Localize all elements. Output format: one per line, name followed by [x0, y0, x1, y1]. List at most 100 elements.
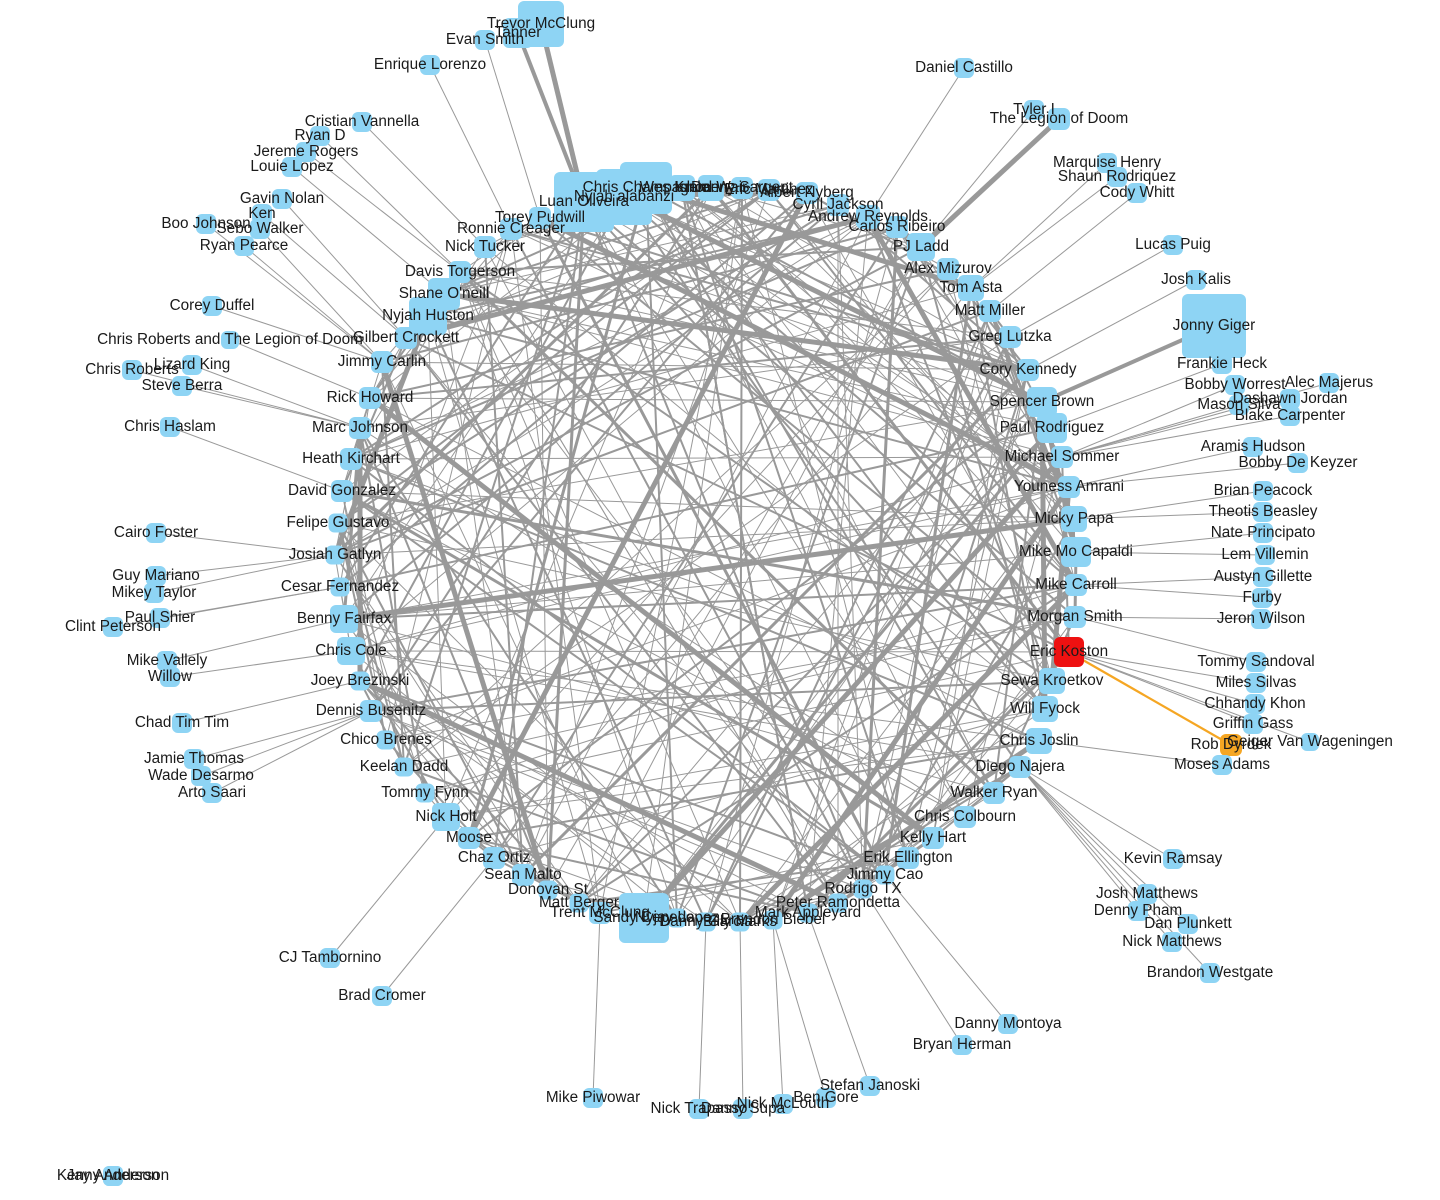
svg-text:Chris Cole: Chris Cole [315, 642, 386, 659]
svg-text:Danny Montoya: Danny Montoya [954, 1015, 1062, 1032]
svg-text:Frankie Heck: Frankie Heck [1177, 355, 1267, 372]
svg-text:Guy Mariano: Guy Mariano [112, 567, 200, 584]
svg-text:Dan Plunkett: Dan Plunkett [1144, 915, 1232, 932]
svg-text:Cairo Foster: Cairo Foster [114, 524, 198, 541]
svg-text:Jay Anderson: Jay Anderson [67, 1167, 160, 1184]
svg-text:Sebo Walker: Sebo Walker [216, 220, 303, 237]
svg-text:Benny Fairfax: Benny Fairfax [297, 610, 392, 627]
svg-text:Torey Pudwill: Torey Pudwill [495, 209, 585, 226]
svg-text:Carlos Ribeiro: Carlos Ribeiro [849, 218, 946, 235]
svg-text:Nick Tucker: Nick Tucker [445, 238, 525, 255]
svg-text:Cory Kennedy: Cory Kennedy [980, 361, 1077, 378]
svg-text:Josiah Gatlyn: Josiah Gatlyn [289, 546, 382, 563]
svg-text:Chhandy Khon: Chhandy Khon [1204, 695, 1305, 712]
svg-text:Micky Papa: Micky Papa [1034, 510, 1114, 527]
svg-text:Matt Miller: Matt Miller [955, 302, 1026, 319]
svg-text:Stefan Janoski: Stefan Janoski [820, 1077, 920, 1094]
svg-text:Alec Majerus: Alec Majerus [1285, 374, 1374, 391]
svg-text:Aramis Hudson: Aramis Hudson [1201, 438, 1306, 455]
svg-text:The Legion of Doom: The Legion of Doom [990, 110, 1129, 127]
svg-text:Willow: Willow [148, 668, 193, 685]
svg-text:Rick Howard: Rick Howard [327, 389, 414, 406]
svg-text:Davis Torgerson: Davis Torgerson [405, 263, 515, 280]
svg-text:Lizard King: Lizard King [154, 356, 231, 373]
svg-text:Youness Amrani: Youness Amrani [1014, 478, 1124, 495]
svg-text:Alex Mizurov: Alex Mizurov [904, 260, 992, 277]
svg-text:Daniel Castillo: Daniel Castillo [915, 59, 1013, 76]
svg-text:Lucas Puig: Lucas Puig [1135, 236, 1211, 253]
svg-text:Miles Silvas: Miles Silvas [1216, 674, 1297, 691]
svg-text:Chico Brenes: Chico Brenes [340, 731, 432, 748]
svg-text:Geiger Van Wageningen: Geiger Van Wageningen [1227, 733, 1393, 750]
svg-text:Spencer Brown: Spencer Brown [990, 393, 1095, 410]
svg-text:Cody Whitt: Cody Whitt [1100, 184, 1176, 201]
svg-text:Shane O'neill: Shane O'neill [399, 285, 490, 302]
svg-text:Felipe Gustavo: Felipe Gustavo [287, 514, 390, 531]
svg-text:PJ Ladd: PJ Ladd [893, 238, 949, 255]
svg-text:Clint Peterson: Clint Peterson [65, 618, 161, 635]
svg-text:Mike Piwowar: Mike Piwowar [546, 1089, 640, 1106]
svg-text:Dennis Busenitz: Dennis Busenitz [316, 702, 427, 719]
svg-text:Kevin Ramsay: Kevin Ramsay [1124, 850, 1223, 867]
svg-text:Diego Najera: Diego Najera [975, 758, 1065, 775]
svg-text:Paul Rodriguez: Paul Rodriguez [1000, 419, 1105, 436]
svg-text:Sean Malto: Sean Malto [484, 866, 561, 883]
svg-text:Jeron Wilson: Jeron Wilson [1217, 610, 1305, 627]
svg-text:Evan Smith: Evan Smith [446, 31, 524, 48]
svg-text:Bobby De Keyzer: Bobby De Keyzer [1238, 454, 1357, 471]
svg-text:Wade Desarmo: Wade Desarmo [148, 767, 254, 784]
svg-text:Chris Joslin: Chris Joslin [999, 732, 1078, 749]
svg-text:Bryan Herman: Bryan Herman [913, 1036, 1012, 1053]
svg-text:Will Fyock: Will Fyock [1010, 700, 1080, 717]
svg-text:Louie Lopez: Louie Lopez [250, 158, 333, 175]
svg-text:Tom Asta: Tom Asta [940, 279, 1003, 296]
svg-text:Jonny Giger: Jonny Giger [1173, 317, 1255, 334]
svg-text:David Gonzalez: David Gonzalez [288, 482, 396, 499]
svg-text:Nick Matthews: Nick Matthews [1122, 933, 1222, 950]
svg-text:Greg Lutzka: Greg Lutzka [968, 328, 1052, 345]
svg-text:Josh Kalis: Josh Kalis [1161, 271, 1231, 288]
svg-text:Nate Principato: Nate Principato [1211, 524, 1316, 541]
svg-text:Steve Berra: Steve Berra [142, 377, 223, 394]
svg-text:Nick Holt: Nick Holt [415, 808, 477, 825]
svg-text:Moses Adams: Moses Adams [1174, 756, 1270, 773]
svg-text:Chris Roberts and The Legion o: Chris Roberts and The Legion of Doom [97, 331, 363, 348]
svg-text:Keelan Dadd: Keelan Dadd [360, 758, 448, 775]
svg-text:Chad Tim Tim: Chad Tim Tim [135, 714, 229, 731]
svg-text:Chaz Ortiz: Chaz Ortiz [458, 849, 530, 866]
svg-text:Sewa Kroetkov: Sewa Kroetkov [1001, 672, 1104, 689]
svg-text:Mason Silva: Mason Silva [1197, 396, 1281, 413]
svg-text:Mike Mo Capaldi: Mike Mo Capaldi [1019, 543, 1133, 560]
svg-text:Josh Matthews: Josh Matthews [1096, 885, 1198, 902]
svg-text:Jimmy Carlin: Jimmy Carlin [338, 353, 426, 370]
svg-text:Morgan Smith: Morgan Smith [1027, 608, 1122, 625]
svg-text:Marc Johnson: Marc Johnson [312, 419, 408, 436]
svg-text:Joey Brezinski: Joey Brezinski [311, 672, 410, 689]
svg-text:Michael Sommer: Michael Sommer [1005, 448, 1120, 465]
svg-text:Bobby Worrest: Bobby Worrest [1185, 376, 1287, 393]
svg-text:Eric Koston: Eric Koston [1030, 643, 1108, 660]
svg-text:Chris Colbourn: Chris Colbourn [914, 808, 1016, 825]
svg-text:Kelly Hart: Kelly Hart [900, 829, 967, 846]
svg-text:Nyjah Huston: Nyjah Huston [382, 307, 474, 324]
svg-text:Brian Peacock: Brian Peacock [1214, 482, 1313, 499]
svg-text:Arto Saari: Arto Saari [178, 784, 246, 801]
svg-text:Mike Carroll: Mike Carroll [1035, 576, 1117, 593]
svg-text:CJ Tambornino: CJ Tambornino [279, 949, 382, 966]
svg-text:Furby: Furby [1242, 589, 1281, 606]
svg-text:Gilbert Crockett: Gilbert Crockett [353, 329, 460, 346]
svg-text:Cesar Fernandez: Cesar Fernandez [281, 578, 399, 595]
svg-text:Brad Cromer: Brad Cromer [338, 987, 426, 1004]
svg-text:Heath Kirchart: Heath Kirchart [302, 450, 401, 467]
svg-text:Austyn Gillette: Austyn Gillette [1214, 568, 1313, 585]
svg-text:Chris Haslam: Chris Haslam [124, 418, 216, 435]
svg-text:Brandon Westgate: Brandon Westgate [1147, 964, 1273, 981]
svg-text:Moose: Moose [446, 829, 492, 846]
svg-text:Enrique Lorenzo: Enrique Lorenzo [374, 56, 486, 73]
svg-text:Ryan Pearce: Ryan Pearce [200, 237, 288, 254]
svg-text:Mikey Taylor: Mikey Taylor [112, 584, 197, 601]
svg-text:Griffin Gass: Griffin Gass [1213, 715, 1294, 732]
svg-text:Ryan D: Ryan D [294, 127, 345, 144]
svg-text:Donovan St: Donovan St [508, 881, 589, 898]
svg-text:Erik Ellington: Erik Ellington [863, 849, 952, 866]
